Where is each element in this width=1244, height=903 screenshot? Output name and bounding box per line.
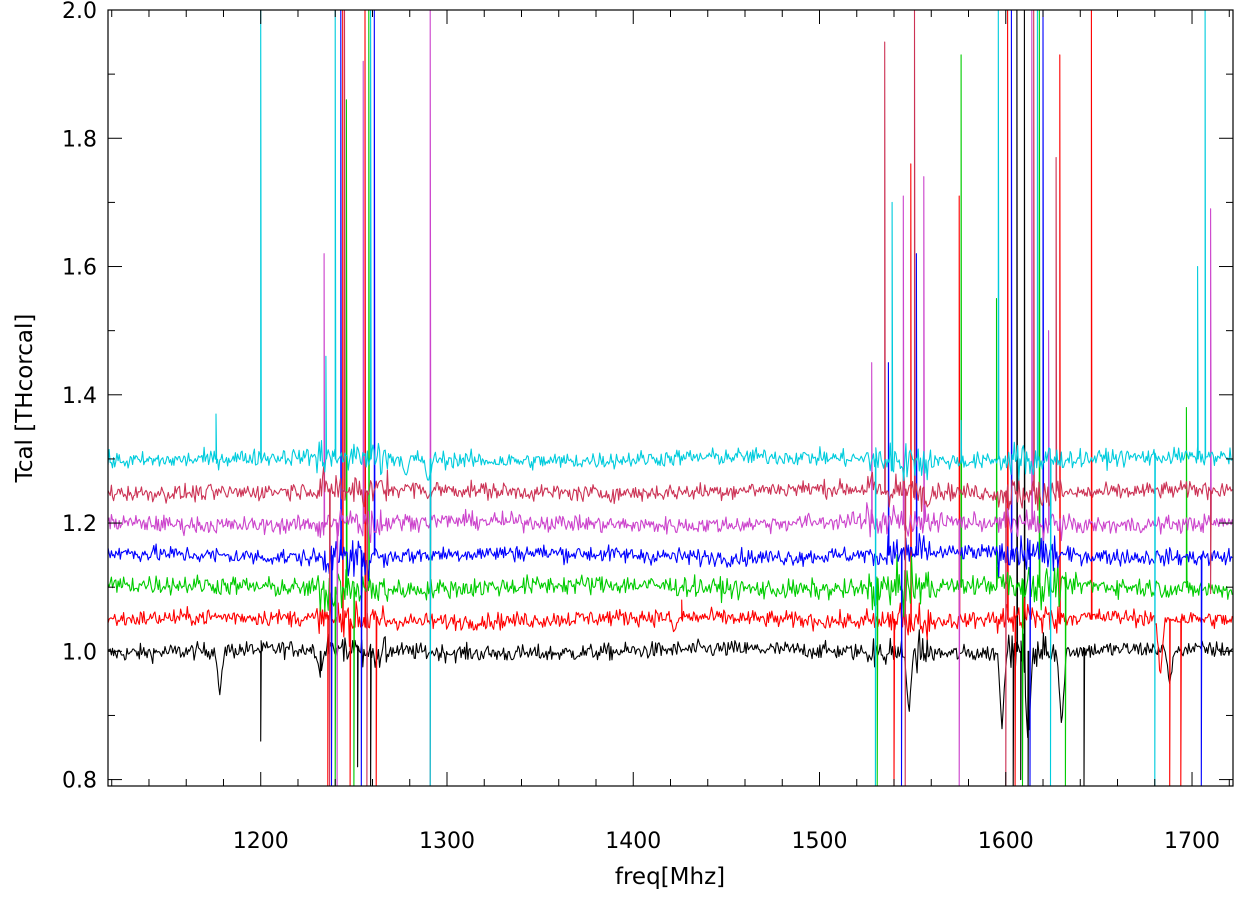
- y-tick-label: 0.8: [62, 769, 97, 794]
- plot-frame: [107, 9, 1234, 787]
- y-tick-label: 1.0: [62, 640, 97, 665]
- series-line-2: [108, 10, 1233, 786]
- x-tick-label: 1200: [233, 829, 289, 854]
- y-tick-label: 1.4: [62, 384, 97, 409]
- y-tick-label: 2.0: [62, 0, 97, 24]
- series-line-3: [108, 10, 1233, 786]
- tick-layer: 1200 1300 1400 1500 1600 1700 0.8 1.0 1.2 1.4 1.6 1…: [62, 0, 1233, 854]
- y-tick-label: 1.8: [62, 127, 97, 152]
- series-layer: [108, 10, 1233, 786]
- x-tick-label: 1500: [792, 829, 848, 854]
- series-line-7: [108, 10, 1233, 786]
- x-tick-label: 1600: [978, 829, 1034, 854]
- x-tick-label: 1300: [419, 829, 475, 854]
- series-line-6: [108, 10, 1233, 786]
- series-line-1: [108, 10, 1233, 786]
- x-tick-label: 1700: [1164, 829, 1220, 854]
- series-line-4: [108, 10, 1233, 786]
- y-tick-label: 1.6: [62, 256, 97, 281]
- series-line-5: [108, 10, 1233, 786]
- x-tick-label: 1400: [605, 829, 661, 854]
- x-axis-title: freq[Mhz]: [615, 864, 725, 890]
- y-axis-title: Tcal [THcorcal]: [12, 314, 38, 484]
- y-tick-label: 1.2: [62, 512, 97, 537]
